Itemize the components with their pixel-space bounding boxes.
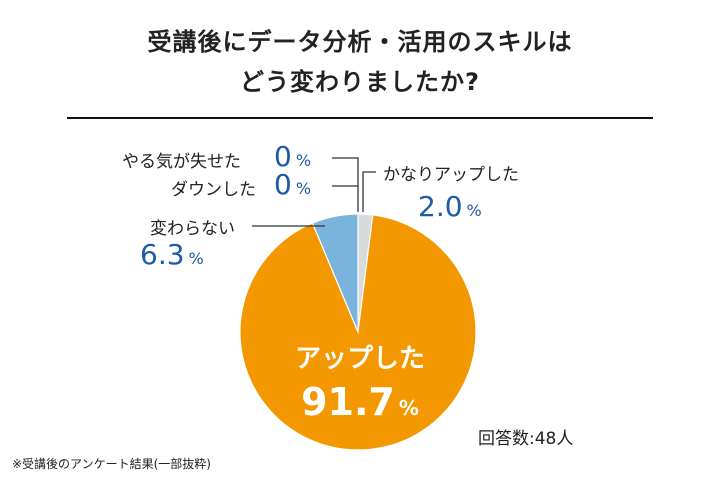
- label-kanari: かなりアップした: [383, 165, 519, 185]
- leader-line-yaruki: [332, 157, 359, 212]
- label-kawaranai: 変わらない: [150, 219, 235, 239]
- slice-kawaranai: [311, 213, 359, 333]
- leader-lines: [252, 157, 376, 227]
- slice-up: [239, 214, 477, 451]
- value-down-unit: %: [295, 179, 312, 198]
- value-kawaranai-number: 6.3: [140, 238, 185, 271]
- value-down-number: 0: [274, 168, 292, 201]
- value-kanari: 2.0%: [418, 190, 482, 223]
- title-divider: [67, 117, 653, 119]
- value-kanari-unit: %: [466, 201, 482, 220]
- value-up-unit: %: [398, 396, 419, 420]
- value-kawaranai-unit: %: [188, 249, 204, 268]
- value-up-number: 91.7: [301, 380, 395, 424]
- value-yaruki: 0%: [274, 140, 311, 173]
- footnote: ※受講後のアンケート結果(一部抜粋): [12, 457, 211, 471]
- value-kawaranai: 6.3%: [140, 238, 204, 271]
- leader-line-kanari: [362, 171, 376, 212]
- value-down: 0%: [274, 168, 311, 201]
- chart-title-line-2: どう変わりましたか?: [240, 68, 480, 96]
- respondent-count: 回答数:48人: [478, 429, 574, 449]
- value-yaruki-unit: %: [295, 151, 312, 170]
- label-down: ダウンした: [171, 180, 256, 200]
- chart-title-line-1: 受講後にデータ分析・活用のスキルは: [147, 28, 573, 56]
- value-yaruki-number: 0: [274, 140, 292, 173]
- pie-slices: [239, 213, 477, 451]
- value-up: 91.7%: [270, 380, 450, 424]
- label-yaruki: やる気が失せた: [122, 152, 241, 172]
- label-up: アップした: [294, 344, 425, 374]
- value-kanari-number: 2.0: [418, 190, 463, 223]
